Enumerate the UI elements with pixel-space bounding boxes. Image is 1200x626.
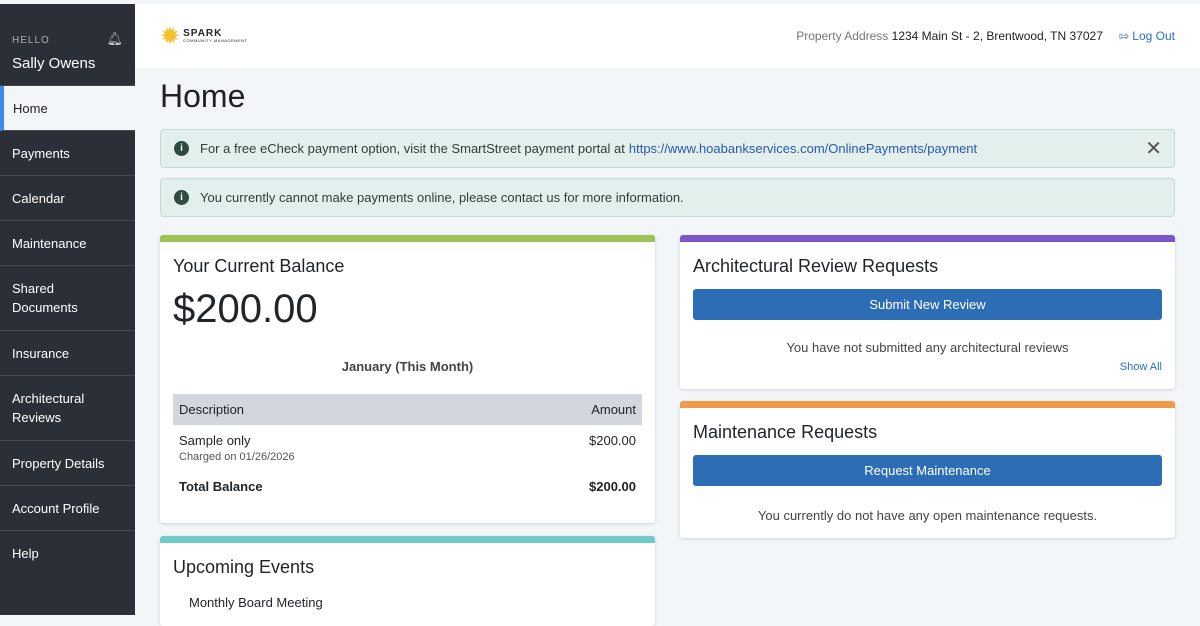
address-value: 1234 Main St - 2, Brentwood, TN 37027 bbox=[891, 29, 1103, 43]
maintenance-card: Maintenance Requests Request Maintenance… bbox=[680, 401, 1175, 538]
charge-description: Sample only bbox=[179, 433, 251, 448]
page-title: Home bbox=[160, 78, 246, 114]
sidebar-item-account-profile[interactable]: Account Profile bbox=[0, 486, 135, 531]
logout-label: Log Out bbox=[1132, 29, 1175, 43]
event-item[interactable]: Monthly Board Meeting bbox=[189, 595, 323, 610]
info-icon: i bbox=[174, 190, 189, 205]
balance-period: January (This Month) bbox=[341, 359, 474, 374]
column-header: Description bbox=[173, 394, 494, 425]
nav-label: Insurance bbox=[12, 345, 70, 361]
arch-message: You have not submitted any architectural… bbox=[786, 340, 1069, 355]
top-bar: ✹ SPARK COMMUNITY MANAGEMENT Property Add… bbox=[135, 4, 1200, 68]
nav-label: Home bbox=[13, 100, 48, 116]
nav-label: Shared Documents bbox=[12, 281, 78, 315]
column-header: Amount bbox=[493, 394, 642, 425]
nav-label: Property Details bbox=[12, 455, 105, 471]
submit-review-button[interactable]: Submit New Review bbox=[693, 289, 1162, 320]
address-label: Property Address bbox=[796, 29, 889, 43]
logout-link[interactable]: ⇰ Log Out bbox=[1119, 29, 1175, 43]
total-amount: $200.00 bbox=[589, 479, 636, 494]
charge-date: Charged on 01/26/2026 bbox=[179, 451, 295, 463]
sidebar-item-home[interactable]: Home bbox=[0, 86, 135, 131]
info-icon: i bbox=[174, 141, 189, 156]
nav-label: Help bbox=[12, 546, 39, 561]
charge-amount: $200.00 bbox=[589, 433, 636, 448]
arch-review-card: Architectural Review Requests Submit New… bbox=[680, 235, 1175, 389]
user-greeting: HELLO Sally Owens 🔔︎ bbox=[0, 4, 135, 86]
table-row: Sample only Charged on 01/26/2026 $200.00 bbox=[173, 425, 642, 471]
sidebar-item-maintenance[interactable]: Maintenance bbox=[0, 221, 135, 266]
sidebar-item-help[interactable]: Help bbox=[0, 531, 135, 576]
logout-icon: ⇰ bbox=[1118, 29, 1129, 43]
nav-label: Calendar bbox=[12, 190, 65, 206]
bell-icon[interactable]: 🔔︎ bbox=[106, 31, 123, 46]
events-card: Upcoming Events Monthly Board Meeting bbox=[160, 536, 655, 626]
close-icon[interactable]: ✕ bbox=[1145, 138, 1162, 160]
property-address: Property Address 1234 Main St - 2, Brent… bbox=[796, 29, 1103, 43]
alert-text: For a free eCheck payment option, visit … bbox=[200, 141, 625, 156]
main-content: Home i For a free eCheck payment option,… bbox=[160, 68, 1175, 626]
request-maintenance-button[interactable]: Request Maintenance bbox=[693, 455, 1162, 486]
sidebar-item-calendar[interactable]: Calendar bbox=[0, 176, 135, 221]
balance-amount: $200.00 bbox=[173, 287, 318, 331]
show-all-link[interactable]: Show All bbox=[1119, 361, 1162, 373]
sidebar-item-architectural-reviews[interactable]: Architectural Reviews bbox=[0, 376, 135, 441]
sidebar-item-insurance[interactable]: Insurance bbox=[0, 331, 135, 376]
logo-subtext: COMMUNITY MANAGEMENT bbox=[183, 38, 248, 43]
nav-label: Architectural Reviews bbox=[12, 391, 85, 425]
sidebar-item-payments[interactable]: Payments bbox=[0, 131, 135, 176]
sidebar: HELLO Sally Owens 🔔︎ Home Payments Calen… bbox=[0, 4, 135, 615]
echeck-alert: i For a free eCheck payment option, visi… bbox=[160, 129, 1175, 168]
nav-label: Maintenance bbox=[12, 235, 87, 251]
balance-card: Your Current Balance $200.00 January (Th… bbox=[160, 235, 655, 523]
arch-title: Architectural Review Requests bbox=[693, 256, 939, 276]
nav-label: Payments bbox=[12, 145, 70, 161]
maint-title: Maintenance Requests bbox=[693, 422, 878, 442]
events-title: Upcoming Events bbox=[173, 557, 315, 577]
sun-logo-icon: ✹ bbox=[160, 22, 181, 50]
logo-text: SPARK bbox=[183, 28, 223, 39]
maint-message: You currently do not have any open maint… bbox=[757, 508, 1098, 523]
balance-table: Description Amount Sample only Charged on … bbox=[173, 394, 642, 502]
payment-alert: i You currently cannot make payments onl… bbox=[160, 178, 1175, 217]
greeting: HELLO bbox=[12, 35, 50, 46]
balance-title: Your Current Balance bbox=[173, 256, 345, 276]
sidebar-item-property-details[interactable]: Property Details bbox=[0, 441, 135, 486]
total-label: Total Balance bbox=[179, 479, 263, 494]
alert-text: You currently cannot make payments onlin… bbox=[200, 190, 684, 205]
payment-portal-link[interactable]: https://www.hoabankservices.com/OnlinePa… bbox=[628, 141, 978, 156]
user-name: Sally Owens bbox=[12, 55, 96, 72]
sidebar-item-shared-documents[interactable]: Shared Documents bbox=[0, 266, 135, 331]
nav-label: Account Profile bbox=[12, 500, 100, 516]
total-row: Total Balance $200.00 bbox=[173, 471, 642, 502]
logo[interactable]: ✹ SPARK COMMUNITY MANAGEMENT bbox=[160, 22, 247, 51]
